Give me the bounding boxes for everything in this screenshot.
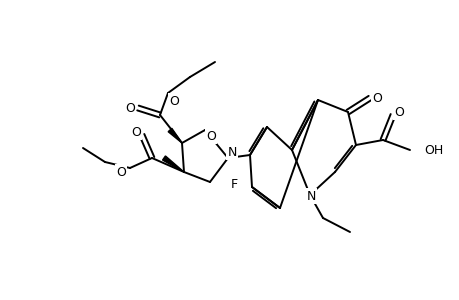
Text: OH: OH — [423, 143, 442, 157]
Text: O: O — [206, 130, 215, 142]
Text: O: O — [125, 101, 134, 115]
Text: O: O — [169, 94, 179, 107]
Text: O: O — [393, 106, 403, 118]
Text: O: O — [371, 92, 381, 104]
Text: O: O — [131, 125, 140, 139]
Text: O: O — [116, 166, 126, 178]
Text: N: N — [227, 146, 236, 158]
Text: F: F — [230, 178, 237, 191]
Polygon shape — [162, 156, 184, 172]
Polygon shape — [168, 128, 182, 143]
Text: N: N — [306, 190, 315, 202]
